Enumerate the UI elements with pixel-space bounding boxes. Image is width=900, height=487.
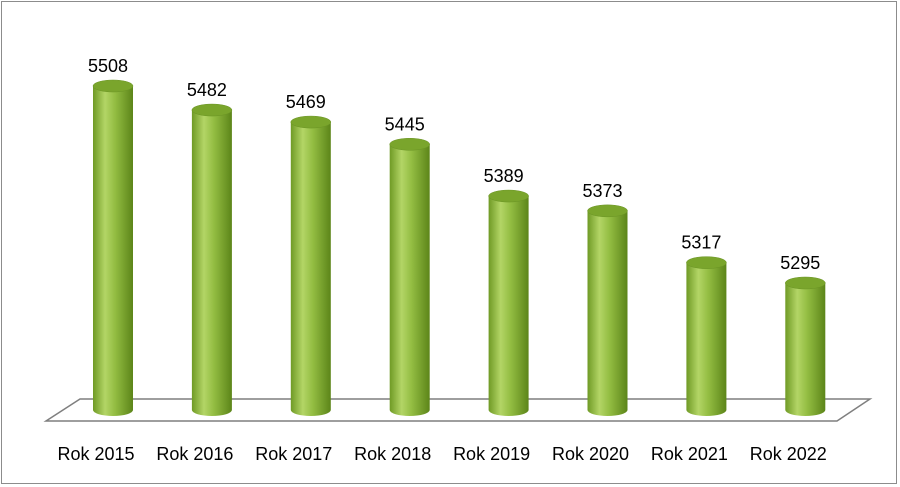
x-tick-label: Rok 2018 bbox=[354, 444, 431, 464]
data-label: 5295 bbox=[780, 253, 820, 273]
x-tick-label: Rok 2015 bbox=[57, 444, 134, 464]
bar-top bbox=[290, 115, 332, 129]
bar-rok-2015 bbox=[92, 79, 134, 416]
bar-body bbox=[686, 262, 727, 416]
bar-top bbox=[92, 79, 134, 93]
bar-body bbox=[587, 210, 628, 416]
data-label: 5508 bbox=[88, 56, 128, 76]
x-tick-label: Rok 2021 bbox=[651, 444, 728, 464]
bar-top bbox=[587, 204, 628, 218]
x-tick-label: Rok 2017 bbox=[255, 444, 332, 464]
bar-top bbox=[191, 103, 233, 117]
bar-rok-2016 bbox=[191, 103, 233, 417]
data-label: 5482 bbox=[187, 80, 227, 100]
bar-rok-2017 bbox=[290, 115, 332, 416]
bar-top bbox=[389, 138, 430, 151]
chart-floor bbox=[43, 398, 873, 422]
bar-top bbox=[488, 189, 529, 203]
x-tick-label: Rok 2020 bbox=[552, 444, 629, 464]
bar-rok-2018 bbox=[389, 138, 430, 416]
bar-body bbox=[290, 122, 331, 416]
x-tick-label: Rok 2022 bbox=[750, 444, 827, 464]
data-label: 5317 bbox=[681, 233, 721, 253]
bar-body bbox=[389, 144, 430, 416]
bar-body bbox=[93, 86, 133, 416]
data-label: 5373 bbox=[582, 181, 622, 201]
x-tick-label: Rok 2016 bbox=[156, 444, 233, 464]
x-tick-label: Rok 2019 bbox=[453, 444, 530, 464]
bar-body bbox=[488, 196, 529, 416]
data-label: 5445 bbox=[385, 114, 425, 134]
bar-top bbox=[686, 256, 727, 269]
bar-rok-2022 bbox=[785, 276, 826, 416]
bar-top bbox=[785, 276, 826, 290]
bar-rok-2021 bbox=[686, 256, 727, 416]
bar-body bbox=[785, 283, 826, 416]
bar-body bbox=[191, 110, 232, 417]
bar-rok-2020 bbox=[587, 204, 628, 416]
bar-rok-2019 bbox=[488, 189, 529, 416]
data-label: 5389 bbox=[484, 166, 524, 186]
data-label: 5469 bbox=[286, 92, 326, 112]
